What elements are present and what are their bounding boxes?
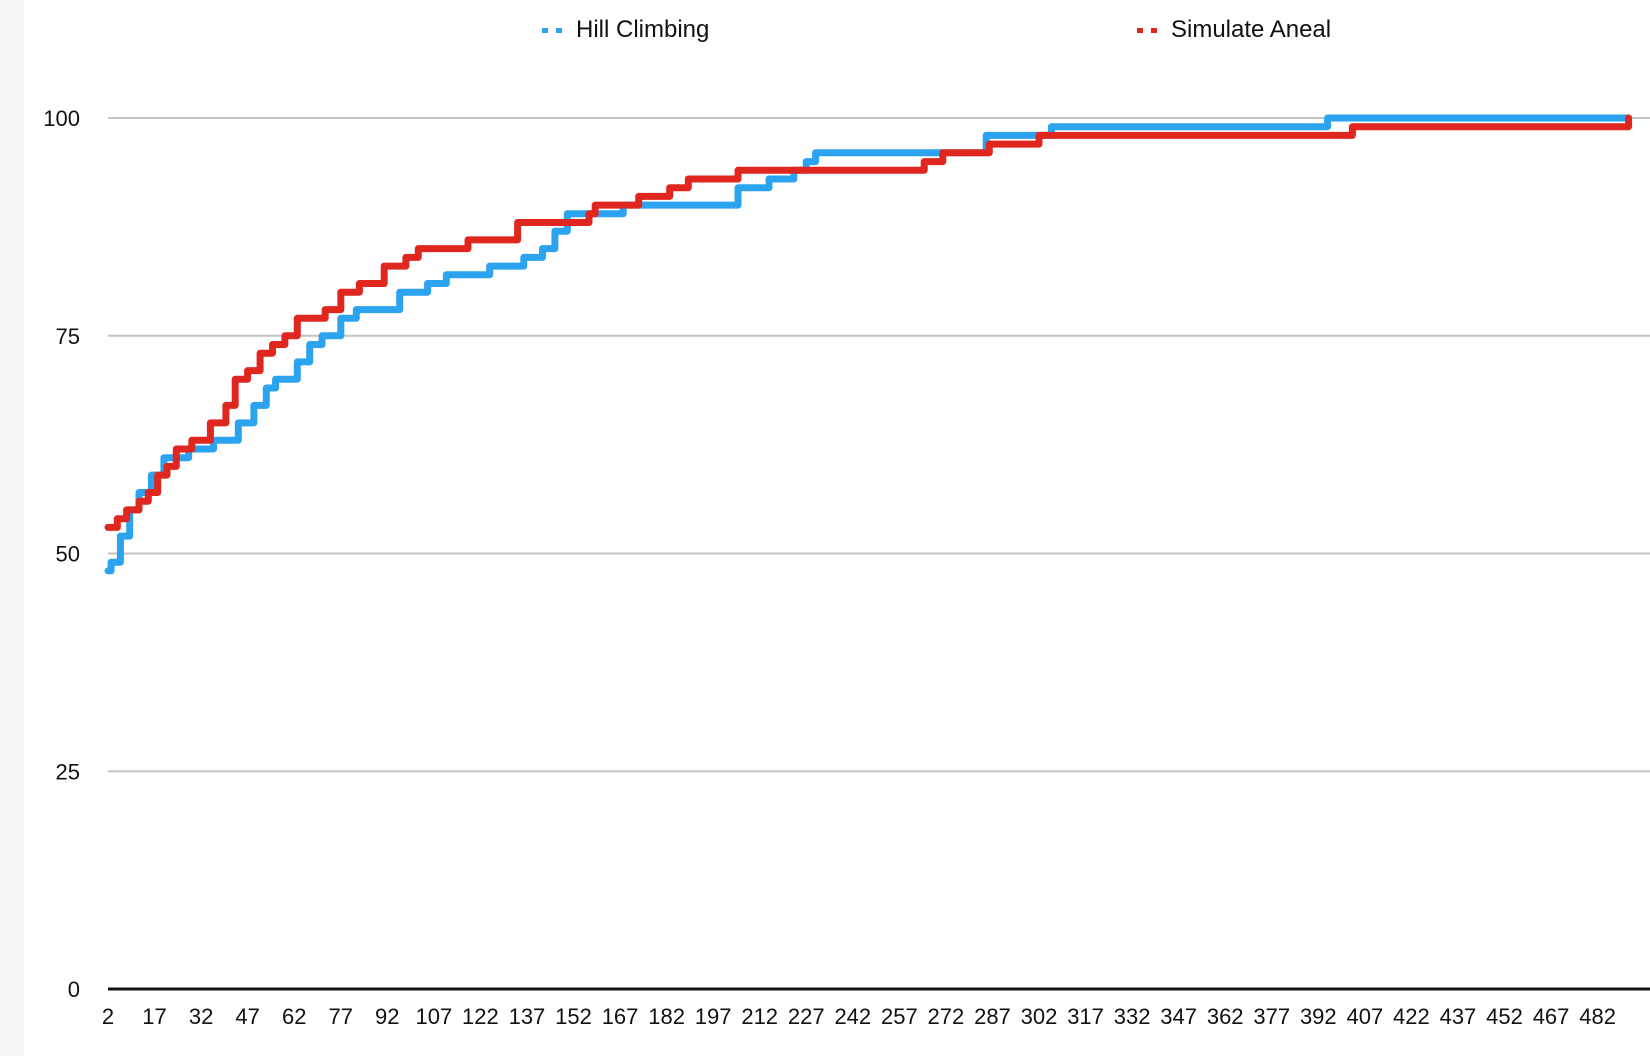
x-tick-label: 122 xyxy=(462,1004,499,1029)
series-lines xyxy=(104,114,1633,575)
gridlines xyxy=(108,117,1650,773)
x-tick-label: 272 xyxy=(928,1004,965,1029)
x-tick-label: 407 xyxy=(1346,1004,1383,1029)
y-tick-label: 0 xyxy=(68,977,80,1002)
x-tick-label: 107 xyxy=(415,1004,452,1029)
x-tick-label: 17 xyxy=(142,1004,166,1029)
x-tick-label: 242 xyxy=(834,1004,871,1029)
x-tick-label: 227 xyxy=(788,1004,825,1029)
x-tick-label: 392 xyxy=(1300,1004,1337,1029)
y-tick-label: 100 xyxy=(43,106,80,131)
legend-swatch-simulate-aneal xyxy=(1137,27,1157,33)
left-edge-panel xyxy=(0,0,24,1056)
x-tick-label: 182 xyxy=(648,1004,685,1029)
legend-swatch-hill-climbing xyxy=(542,27,562,33)
x-tick-label: 452 xyxy=(1486,1004,1523,1029)
x-tick-label: 317 xyxy=(1067,1004,1104,1029)
x-tick-label: 422 xyxy=(1393,1004,1430,1029)
y-tick-label: 25 xyxy=(56,759,80,784)
x-tick-label: 137 xyxy=(509,1004,546,1029)
x-tick-label: 2 xyxy=(102,1004,114,1029)
x-tick-label: 377 xyxy=(1253,1004,1290,1029)
x-axis-ticks: 2 17 32 47 62 77 92 107 122 137 152 167 182 197 212 227… xyxy=(102,1004,1616,1029)
x-tick-label: 347 xyxy=(1160,1004,1197,1029)
x-tick-label: 197 xyxy=(695,1004,732,1029)
x-tick-label: 482 xyxy=(1579,1004,1616,1029)
y-tick-label: 50 xyxy=(56,542,80,567)
x-tick-label: 302 xyxy=(1021,1004,1058,1029)
x-tick-label: 257 xyxy=(881,1004,918,1029)
x-tick-label: 212 xyxy=(741,1004,778,1029)
y-axis-ticks: 0 25 50 75 100 xyxy=(43,106,80,1002)
series-line-0 xyxy=(104,114,1633,575)
x-tick-label: 47 xyxy=(235,1004,259,1029)
x-tick-label: 287 xyxy=(974,1004,1011,1029)
x-tick-label: 92 xyxy=(375,1004,399,1029)
legend-label-simulate-aneal: Simulate Aneal xyxy=(1171,16,1332,43)
x-tick-label: 362 xyxy=(1207,1004,1244,1029)
x-tick-label: 467 xyxy=(1533,1004,1570,1029)
legend-label-hill-climbing: Hill Climbing xyxy=(576,16,710,43)
x-tick-label: 437 xyxy=(1440,1004,1477,1029)
legend-item-hill-climbing: Hill Climbing xyxy=(542,14,709,46)
x-tick-label: 167 xyxy=(602,1004,639,1029)
x-tick-label: 62 xyxy=(282,1004,306,1029)
legend-item-simulate-aneal: Simulate Aneal xyxy=(1137,14,1331,46)
y-tick-label: 75 xyxy=(56,324,80,349)
series-line-1 xyxy=(104,114,1633,531)
x-tick-label: 77 xyxy=(329,1004,353,1029)
x-tick-label: 32 xyxy=(189,1004,213,1029)
x-tick-label: 332 xyxy=(1114,1004,1151,1029)
x-tick-label: 152 xyxy=(555,1004,592,1029)
